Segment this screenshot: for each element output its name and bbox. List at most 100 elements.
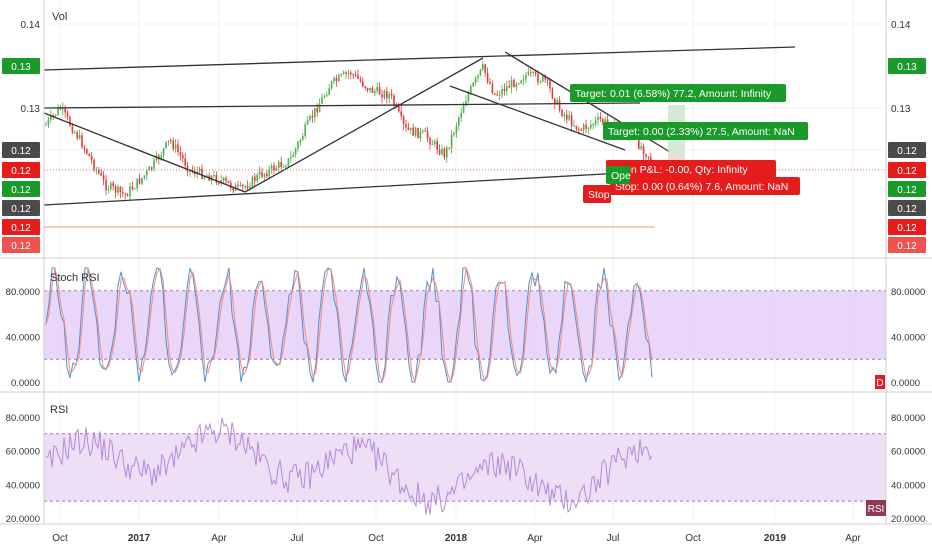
stoch-corner-badge [875, 375, 885, 389]
candle-body [342, 72, 345, 75]
candle-body [119, 186, 122, 193]
candle-body [239, 184, 242, 186]
candle-body [124, 193, 126, 195]
candle-body [52, 114, 54, 116]
annotation-text: Target: 0.00 (2.33%) 27.5, Amount: NaN [608, 126, 795, 138]
candle-body [167, 140, 170, 142]
candle-body [390, 93, 393, 96]
price-badge-right [888, 58, 926, 74]
candle-body [638, 137, 640, 149]
candle-body [489, 81, 491, 84]
candle-body [93, 160, 95, 170]
candle-body [330, 81, 333, 89]
rsi-tick-left: 20.0000 [6, 514, 40, 525]
candle-body [422, 130, 424, 132]
x-tick-label: Oct [685, 533, 701, 544]
trade-annotations[interactable]: Target: 0.01 (6.58%) 77.2, Amount: Infin… [570, 84, 808, 203]
candle-body [134, 188, 136, 190]
trend-lines[interactable] [43, 46, 886, 228]
candle-body [374, 91, 376, 93]
annotation-label-target [570, 84, 786, 102]
candle-body [170, 140, 172, 142]
rsi-tick-left: 80.0000 [6, 413, 40, 424]
candle-body [640, 146, 642, 149]
y-tick-right: 0.13 [891, 104, 911, 115]
candle-body [549, 80, 551, 89]
rsi-corner-badge [866, 500, 886, 516]
candle-body [578, 128, 580, 130]
candle-body [381, 94, 383, 98]
candle-body [74, 132, 76, 134]
candle-body [174, 144, 177, 149]
candle-body [594, 120, 597, 125]
candle-body [496, 94, 498, 96]
candle-body [206, 175, 208, 177]
x-tick-label: Jul [607, 533, 620, 544]
candle-body [362, 81, 364, 87]
candle-body [510, 79, 513, 88]
rsi-corner-badge-text: RSI [868, 504, 885, 515]
candle-body [338, 75, 340, 82]
candle-body [280, 162, 282, 167]
candle-body [371, 87, 374, 93]
candle-body [364, 86, 366, 88]
candle-body [551, 88, 554, 99]
candle-body [54, 114, 57, 116]
annotation-text: Stop [588, 189, 610, 201]
candle-body [273, 165, 275, 171]
trend-line [449, 85, 626, 151]
price-badge-text: 0.12 [897, 146, 917, 157]
candle-body [498, 94, 501, 96]
price-badge-text: 0.12 [897, 241, 917, 252]
candle-body [266, 173, 268, 177]
stoch-d-line [45, 266, 653, 384]
annotation-label-target [603, 122, 808, 140]
candle-body [563, 114, 566, 117]
candle-body [191, 169, 194, 172]
candle-body [486, 73, 489, 82]
annotation-label-stop [583, 185, 611, 203]
stoch-tick-right: 80.0000 [891, 287, 925, 298]
candle-body [542, 75, 544, 82]
rsi-tick-left: 60.0000 [6, 447, 40, 458]
candle-body [458, 117, 460, 126]
candle-body [251, 176, 254, 187]
x-tick-label: Oct [368, 533, 384, 544]
candle-body [501, 88, 503, 95]
candle-body [218, 182, 220, 184]
price-badge-right [888, 200, 926, 216]
candle-body [246, 186, 249, 189]
candle-body [335, 77, 338, 82]
candle-body [465, 101, 467, 106]
candle-body [81, 135, 83, 148]
candle-body [71, 125, 74, 133]
price-badge-text: 0.13 [11, 62, 31, 73]
candle-body [522, 79, 525, 81]
candle-body [477, 75, 479, 78]
price-badge-text: 0.12 [11, 166, 31, 177]
annotation-text: Stop: 0.00 (0.64%) 7.6, Amount: NaN [615, 181, 788, 193]
candle-body [146, 170, 148, 176]
candle-body [520, 80, 522, 84]
y-tick-left: 0.13 [21, 104, 41, 115]
candle-body [278, 162, 280, 168]
candle-body [153, 160, 155, 169]
candle-body [222, 177, 225, 181]
candle-body [148, 167, 150, 171]
price-badge-text: 0.12 [897, 166, 917, 177]
candle-body [306, 119, 309, 125]
price-badge-left [2, 142, 40, 158]
candle-body [172, 140, 174, 149]
candle-body [112, 183, 114, 187]
candle-body [328, 88, 330, 96]
candle-body [352, 74, 354, 76]
candle-body [527, 71, 530, 75]
price-badge-left [2, 58, 40, 74]
candle-body [354, 74, 357, 76]
candle-body [90, 156, 93, 161]
stoch-tick-left: 0.0000 [11, 378, 40, 389]
x-tick-label: 2018 [445, 533, 468, 544]
candle-body [287, 158, 290, 166]
